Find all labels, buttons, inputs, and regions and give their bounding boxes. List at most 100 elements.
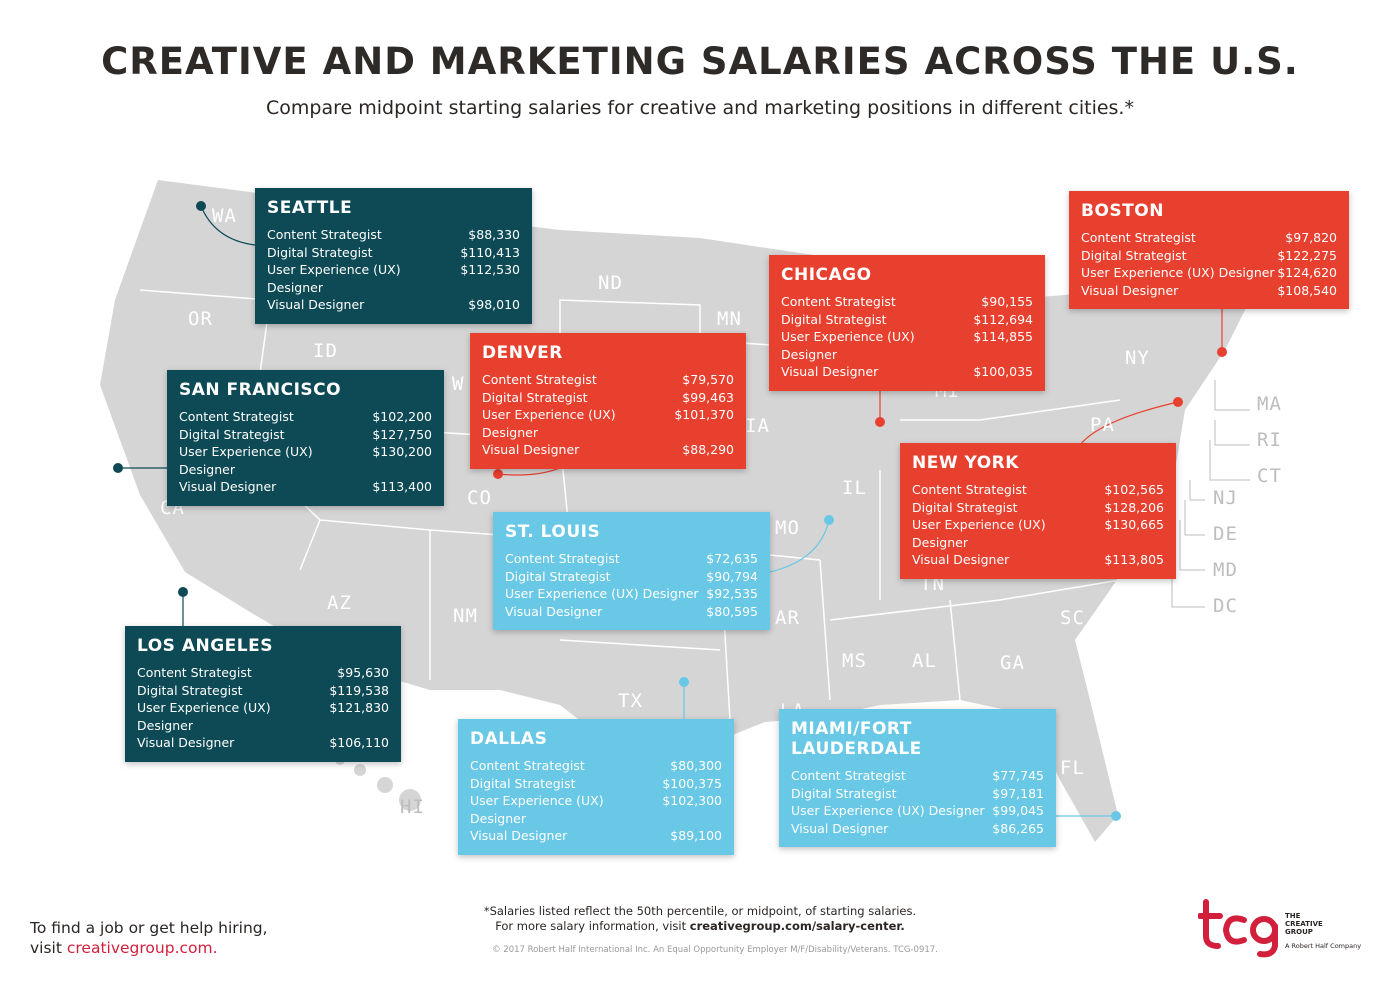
state-label: TX	[618, 690, 643, 712]
job-title: Digital Strategist	[470, 775, 576, 791]
job-title: Content Strategist	[912, 482, 1027, 497]
job-title: Digital Strategist	[179, 426, 285, 442]
tcg-logo	[1198, 899, 1278, 958]
page-subtitle: Compare midpoint starting salaries for c…	[266, 97, 1134, 119]
job-title: User Experience (UX) Designer	[505, 586, 699, 601]
job-title: Content Strategist	[791, 768, 906, 783]
state-label: MD	[1213, 559, 1238, 581]
salary-row: Visual Designer $108,540	[1081, 282, 1337, 300]
city-name: DENVER	[482, 343, 563, 363]
job-title: Digital Strategist	[137, 682, 243, 698]
salary-value: $110,413	[460, 244, 520, 260]
salary-value: $98,010	[468, 297, 520, 312]
job-title: Digital Strategist	[267, 244, 373, 260]
job-title: Content Strategist	[267, 227, 382, 242]
salary-value: $112,530	[460, 262, 520, 277]
state-label: PA	[1090, 414, 1115, 436]
city-name: ST. LOUIS	[505, 522, 601, 542]
salary-row: User Experience (UX) Designer $102,300	[470, 792, 722, 827]
city-name: NEW YORK	[912, 453, 1019, 473]
copyright: © 2017 Robert Half International Inc. An…	[492, 945, 938, 955]
salary-row: Digital Strategist $127,750	[179, 426, 432, 444]
state-label: IL	[842, 477, 867, 499]
salary-row: Digital Strategist $119,538	[137, 682, 389, 700]
cta-line1: To find a job or get help hiring,	[30, 919, 268, 937]
city-name: DALLAS	[470, 729, 548, 749]
city-name: LOS ANGELES	[137, 636, 273, 656]
miami-dot	[1111, 811, 1121, 821]
state-label: CT	[1257, 465, 1282, 487]
salary-row: Digital Strategist $128,206	[912, 499, 1164, 517]
state-label: AL	[912, 650, 937, 672]
salary-value: $128,206	[1104, 499, 1164, 515]
city-card-boston: BOSTON Content Strategist $97,820 Digital S…	[1069, 191, 1349, 309]
state-label: AZ	[327, 592, 352, 614]
state-label: MA	[1257, 393, 1282, 415]
los-angeles-dot	[178, 587, 188, 597]
salary-value: $101,370	[674, 407, 734, 422]
salary-value: $122,275	[1277, 247, 1337, 263]
salary-value: $100,375	[662, 775, 722, 791]
city-card-los-angeles: LOS ANGELES Content Strategist $95,630 Digi…	[125, 626, 401, 762]
city-name: SAN FRANCISCO	[179, 380, 342, 400]
salary-value: $90,155	[981, 294, 1033, 309]
state-label: OR	[188, 308, 213, 330]
logo-name: THE CREATIVE GROUP	[1285, 912, 1323, 936]
salary-value: $114,855	[973, 329, 1033, 344]
job-title: User Experience (UX) Designer	[482, 407, 616, 440]
job-title: Digital Strategist	[505, 568, 611, 584]
salary-value: $124,620	[1277, 265, 1337, 280]
salary-value: $88,290	[682, 442, 734, 457]
salary-value: $130,665	[1104, 517, 1164, 532]
job-title: User Experience (UX) Designer	[1081, 265, 1275, 280]
job-title: Visual Designer	[781, 364, 879, 379]
state-label: SC	[1060, 607, 1085, 629]
salary-value: $77,745	[992, 768, 1044, 783]
footer-cta: To find a job or get help hiring, visit …	[30, 918, 268, 958]
city-card-dallas: DALLAS Content Strategist $80,300 Digital S…	[458, 719, 734, 855]
salary-value: $90,794	[706, 568, 758, 584]
salary-value: $72,635	[706, 551, 758, 566]
salary-row: Content Strategist $97,820	[1081, 229, 1337, 247]
job-title: Visual Designer	[179, 479, 277, 494]
state-label: DE	[1213, 523, 1238, 545]
job-title: User Experience (UX) Designer	[912, 517, 1046, 550]
city-card-denver: DENVER Content Strategist $79,570 Digital S…	[470, 333, 746, 469]
job-title: Content Strategist	[505, 551, 620, 566]
hawaii-islands	[335, 755, 421, 811]
footnote-line1: *Salaries listed reflect the 50th percen…	[483, 904, 917, 918]
salary-value: $89,100	[670, 828, 722, 843]
salary-center-link[interactable]: creativegroup.com/salary-center.	[689, 919, 905, 933]
dallas-dot	[679, 677, 689, 687]
salary-value: $106,110	[329, 735, 389, 750]
job-title: User Experience (UX) Designer	[791, 803, 985, 818]
state-label: MO	[775, 517, 800, 539]
state-label: CO	[467, 487, 492, 509]
job-title: Visual Designer	[791, 820, 889, 836]
chicago-dot	[875, 417, 885, 427]
salary-row: User Experience (UX) Designer $114,855	[781, 328, 1033, 363]
salary-row: Digital Strategist $112,694	[781, 311, 1033, 329]
cta-link[interactable]: creativegroup.com.	[66, 939, 218, 957]
salary-value: $130,200	[372, 444, 432, 459]
job-title: Visual Designer	[912, 552, 1010, 567]
salary-row: Content Strategist $88,330	[267, 226, 520, 244]
cta-line2: visit	[30, 939, 67, 957]
salary-row: Visual Designer $88,290	[482, 441, 734, 459]
salary-value: $99,463	[682, 389, 734, 405]
salary-value: $127,750	[372, 426, 432, 442]
san-francisco-dot	[113, 463, 123, 473]
job-title: User Experience (UX) Designer	[179, 444, 313, 477]
salary-value: $86,265	[992, 820, 1044, 836]
salary-row: Content Strategist $90,155	[781, 293, 1033, 311]
salary-row: Visual Designer $80,595	[505, 603, 758, 621]
salary-row: Visual Designer $113,400	[179, 478, 432, 496]
state-label: WA	[212, 205, 237, 227]
salary-row: Content Strategist $72,635	[505, 550, 758, 568]
city-card-miami-fort-lauderdale: MIAMI/FORT LAUDERDALE Content Strategist $…	[779, 709, 1056, 847]
job-title: Digital Strategist	[791, 785, 897, 801]
job-title: Content Strategist	[1081, 230, 1196, 245]
salary-value: $80,300	[670, 758, 722, 773]
salary-value: $102,200	[372, 409, 432, 424]
job-title: Content Strategist	[781, 294, 896, 309]
